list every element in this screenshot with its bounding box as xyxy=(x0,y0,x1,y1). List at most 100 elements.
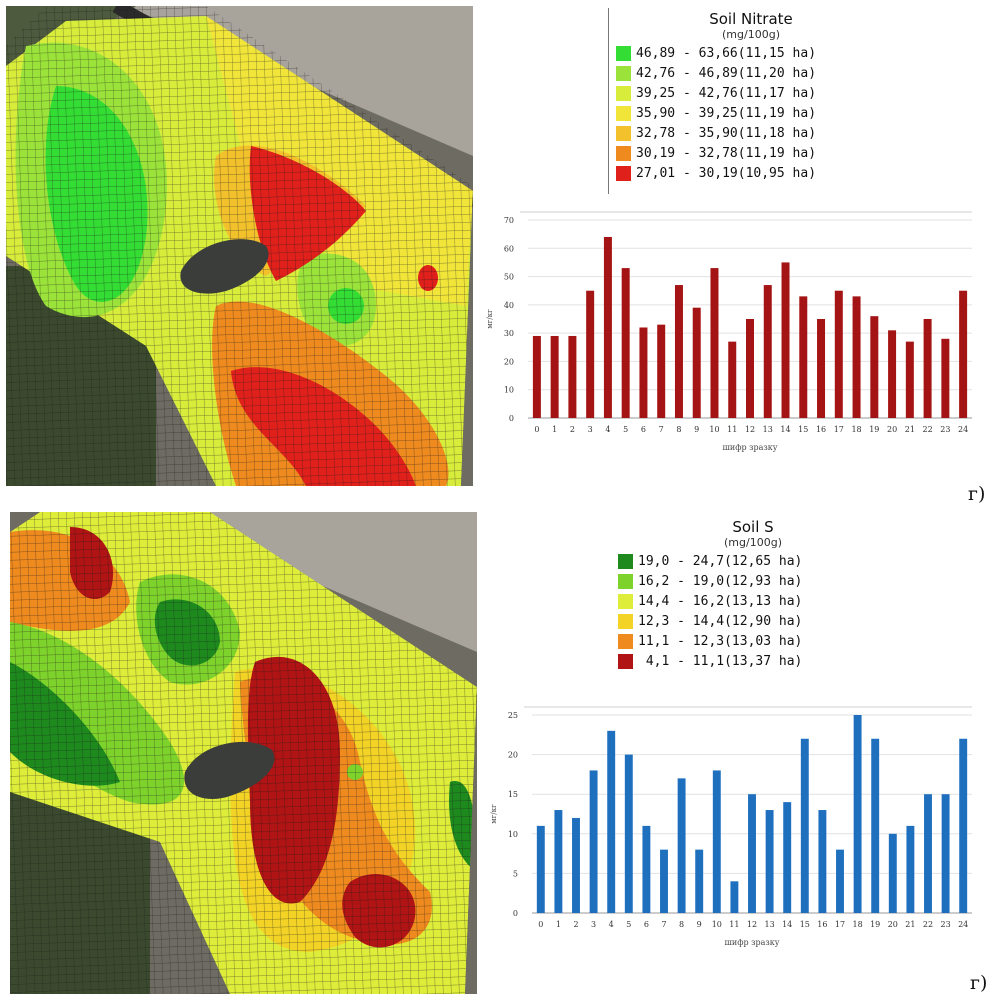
x-tick-label: 16 xyxy=(816,425,826,434)
legend-swatch xyxy=(618,613,633,629)
legend-swatch xyxy=(618,633,633,649)
bar xyxy=(765,810,774,913)
legend-title: Soil S xyxy=(732,518,774,536)
bar xyxy=(639,327,648,418)
x-tick-label: 22 xyxy=(923,425,933,434)
x-tick-label: 3 xyxy=(588,425,593,434)
bar xyxy=(554,810,563,913)
bar xyxy=(657,324,666,418)
y-tick-label: 30 xyxy=(504,329,514,338)
x-tick-label: 13 xyxy=(763,425,773,434)
nitrate-legend: Soil Nitrate (mg/100g) 46,89 - 63,66 (11,… xyxy=(616,10,886,183)
x-tick-label: 6 xyxy=(641,425,646,434)
x-tick-label: 10 xyxy=(709,425,719,434)
y-tick-label: 20 xyxy=(504,357,514,366)
x-tick-label: 13 xyxy=(765,920,775,929)
legend-area: (12,90 ha) xyxy=(724,613,803,629)
bar xyxy=(660,849,668,913)
x-tick-label: 21 xyxy=(905,920,915,929)
legend-item: 39,25 - 42,76 (11,17 ha) xyxy=(616,83,886,103)
x-tick-label: 24 xyxy=(958,425,968,434)
legend-swatch xyxy=(616,65,631,81)
x-tick-label: 17 xyxy=(834,425,844,434)
legend-swatch xyxy=(616,85,631,101)
y-tick-label: 70 xyxy=(504,216,514,225)
x-tick-label: 9 xyxy=(694,425,699,434)
legend-area: (11,18 ha) xyxy=(737,125,817,141)
bar xyxy=(532,335,541,418)
legend-swatch xyxy=(618,573,633,589)
y-tick-label: 5 xyxy=(513,869,518,878)
bar xyxy=(923,319,932,418)
bar xyxy=(906,825,915,913)
bar xyxy=(586,290,595,418)
legend-range: 35,90 - 39,25 xyxy=(636,105,738,121)
bar xyxy=(834,290,843,418)
bar xyxy=(905,341,914,418)
legend-item: 46,89 - 63,66 (11,15 ha) xyxy=(616,43,886,63)
y-tick-label: 0 xyxy=(509,414,514,423)
figure-label: г) xyxy=(970,972,988,994)
bar xyxy=(550,335,559,418)
legend-area: (11,15 ha) xyxy=(737,45,817,61)
x-tick-label: 1 xyxy=(556,920,561,929)
x-tick-label: 14 xyxy=(782,920,792,929)
bar xyxy=(712,770,721,913)
bar xyxy=(677,778,686,913)
y-axis-label: мг/кг xyxy=(486,309,494,329)
x-tick-label: 18 xyxy=(851,425,861,434)
legend-item: 14,4 - 16,2 (13,13 ha) xyxy=(618,591,888,611)
bar xyxy=(624,754,633,913)
bar xyxy=(572,817,580,913)
legend-unit: (mg/100g) xyxy=(722,28,780,41)
bar xyxy=(818,810,827,913)
bar xyxy=(607,730,616,913)
legend-item: 27,01 - 30,19 (10,95 ha) xyxy=(616,163,886,183)
bar xyxy=(763,285,772,418)
x-tick-label: 19 xyxy=(869,425,879,434)
legend-range: 16,2 - 19,0 xyxy=(638,573,725,589)
legend-swatch xyxy=(616,125,631,141)
y-axis-label: мг/кг xyxy=(490,804,498,824)
x-tick-label: 0 xyxy=(534,425,539,434)
bar xyxy=(695,849,704,913)
x-tick-label: 3 xyxy=(591,920,596,929)
x-tick-label: 10 xyxy=(712,920,722,929)
bar xyxy=(852,296,861,418)
bar xyxy=(800,738,809,913)
legend-unit: (mg/100g) xyxy=(724,536,782,549)
legend-area: (11,17 ha) xyxy=(737,85,817,101)
y-tick-label: 25 xyxy=(508,711,518,720)
legend-swatch xyxy=(616,145,631,161)
legend-swatch xyxy=(618,553,633,569)
bar xyxy=(748,794,756,913)
x-tick-label: 5 xyxy=(626,920,631,929)
x-tick-label: 2 xyxy=(570,425,575,434)
sulfur-legend: Soil S (mg/100g) 19,0 - 24,7 (12,65 ha) 16… xyxy=(618,518,888,671)
legend-swatch xyxy=(618,653,633,669)
legend-range: 32,78 - 35,90 xyxy=(636,125,738,141)
bar xyxy=(603,236,612,418)
bar xyxy=(836,849,844,913)
bar xyxy=(888,330,897,418)
x-tick-label: 9 xyxy=(697,920,702,929)
bar xyxy=(568,335,577,418)
legend-range: 19,0 - 24,7 xyxy=(638,553,725,569)
legend-swatch xyxy=(616,165,631,181)
x-tick-label: 15 xyxy=(798,425,808,434)
x-tick-label: 2 xyxy=(573,920,578,929)
legend-area: (11,19 ha) xyxy=(737,105,817,121)
legend-range: 4,1 - 11,1 xyxy=(638,653,725,669)
x-tick-label: 15 xyxy=(800,920,810,929)
x-tick-label: 19 xyxy=(870,920,880,929)
x-tick-label: 1 xyxy=(552,425,557,434)
bar xyxy=(746,319,754,418)
legend-area: (13,37 ha) xyxy=(724,653,803,669)
x-axis-label: шифр зразку xyxy=(724,938,779,947)
bar xyxy=(589,770,598,913)
y-tick-label: 40 xyxy=(504,301,514,310)
x-tick-label: 24 xyxy=(958,920,968,929)
bar xyxy=(924,794,932,913)
legend-item: 30,19 - 32,78 (11,19 ha) xyxy=(616,143,886,163)
